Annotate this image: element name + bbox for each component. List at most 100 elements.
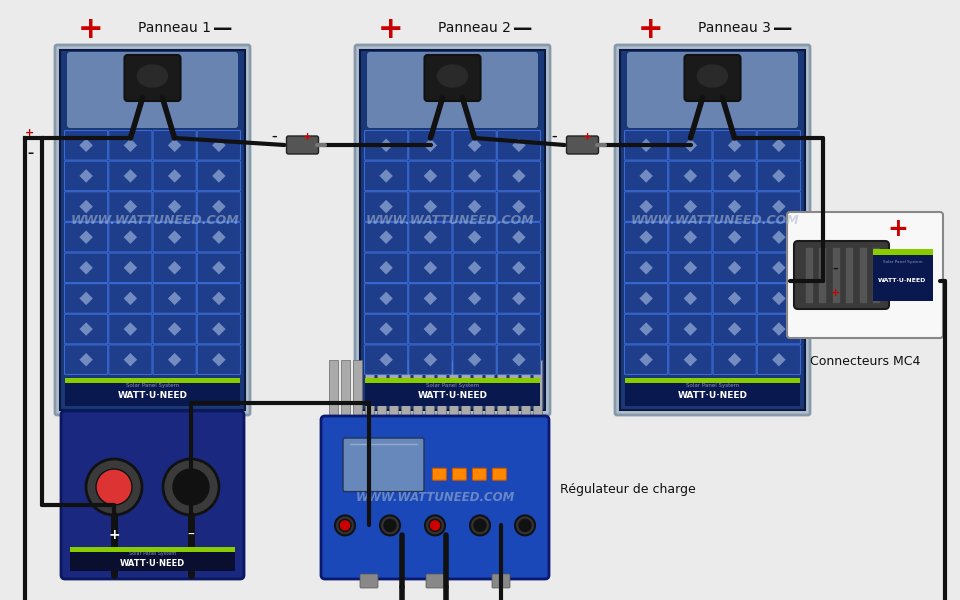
Bar [509,360,517,420]
FancyBboxPatch shape [497,161,540,191]
Polygon shape [212,200,226,213]
Bar [352,360,362,420]
FancyBboxPatch shape [360,50,545,410]
Polygon shape [212,169,226,182]
Polygon shape [379,139,393,152]
Polygon shape [168,230,181,244]
Polygon shape [168,169,181,182]
FancyBboxPatch shape [669,314,712,344]
Circle shape [86,459,142,515]
Polygon shape [512,139,526,152]
FancyBboxPatch shape [365,223,408,252]
FancyBboxPatch shape [757,223,801,252]
Circle shape [335,515,355,535]
Text: WWW.WATTUNEED.COM: WWW.WATTUNEED.COM [71,214,239,226]
Polygon shape [124,322,137,336]
Polygon shape [423,200,437,213]
Text: —: — [513,19,532,37]
Polygon shape [512,292,526,305]
FancyBboxPatch shape [625,345,668,374]
FancyBboxPatch shape [497,345,540,374]
FancyBboxPatch shape [757,253,801,283]
Polygon shape [728,230,741,244]
Polygon shape [512,169,526,182]
Bar [65,378,240,383]
Bar [472,360,482,420]
FancyBboxPatch shape [153,314,196,344]
Polygon shape [423,353,437,367]
FancyBboxPatch shape [197,192,241,221]
Polygon shape [684,169,697,182]
Polygon shape [379,230,393,244]
FancyBboxPatch shape [108,130,152,160]
Polygon shape [728,261,741,275]
FancyBboxPatch shape [153,192,196,221]
Ellipse shape [698,65,728,87]
FancyBboxPatch shape [453,314,496,344]
FancyBboxPatch shape [757,130,801,160]
Circle shape [474,520,486,532]
FancyBboxPatch shape [424,55,481,101]
Circle shape [384,520,396,532]
FancyBboxPatch shape [365,192,408,221]
FancyBboxPatch shape [321,416,549,579]
FancyBboxPatch shape [492,468,507,480]
Bar [485,360,493,420]
Polygon shape [684,353,697,367]
Text: Solar Panel System: Solar Panel System [129,551,176,557]
FancyBboxPatch shape [566,136,598,154]
FancyBboxPatch shape [365,253,408,283]
Text: WWW.WATTUNEED.COM: WWW.WATTUNEED.COM [355,491,515,504]
Polygon shape [772,200,785,213]
Polygon shape [168,292,181,305]
Polygon shape [168,200,181,213]
Circle shape [380,515,400,535]
Polygon shape [684,230,697,244]
FancyBboxPatch shape [67,52,238,128]
Text: Solar Panel System: Solar Panel System [426,383,479,389]
Polygon shape [772,169,785,182]
Bar [520,360,530,420]
FancyBboxPatch shape [713,130,756,160]
FancyBboxPatch shape [153,345,196,374]
Polygon shape [168,322,181,336]
Text: +: + [583,132,592,142]
FancyBboxPatch shape [197,284,241,313]
Bar [859,248,866,302]
FancyBboxPatch shape [713,192,756,221]
Circle shape [96,469,132,505]
FancyBboxPatch shape [620,50,805,410]
FancyBboxPatch shape [125,55,180,101]
Circle shape [470,515,490,535]
FancyBboxPatch shape [108,345,152,374]
Polygon shape [124,200,137,213]
Text: +: + [377,16,403,44]
FancyBboxPatch shape [432,468,446,480]
FancyBboxPatch shape [60,50,245,410]
FancyBboxPatch shape [286,136,319,154]
FancyBboxPatch shape [787,212,943,338]
FancyBboxPatch shape [409,223,452,252]
FancyBboxPatch shape [453,223,496,252]
FancyBboxPatch shape [669,161,712,191]
Polygon shape [728,292,741,305]
Polygon shape [212,292,226,305]
FancyBboxPatch shape [669,284,712,313]
Text: +: + [78,16,104,44]
FancyBboxPatch shape [497,314,540,344]
Polygon shape [80,230,93,244]
Text: +: + [25,128,35,138]
Polygon shape [124,261,137,275]
FancyBboxPatch shape [497,253,540,283]
FancyBboxPatch shape [625,223,668,252]
Circle shape [173,469,209,505]
Polygon shape [684,200,697,213]
Polygon shape [772,353,785,367]
Polygon shape [772,292,785,305]
FancyBboxPatch shape [61,411,244,579]
FancyBboxPatch shape [108,161,152,191]
Polygon shape [212,261,226,275]
FancyBboxPatch shape [669,223,712,252]
Bar [625,378,800,406]
FancyBboxPatch shape [625,192,668,221]
